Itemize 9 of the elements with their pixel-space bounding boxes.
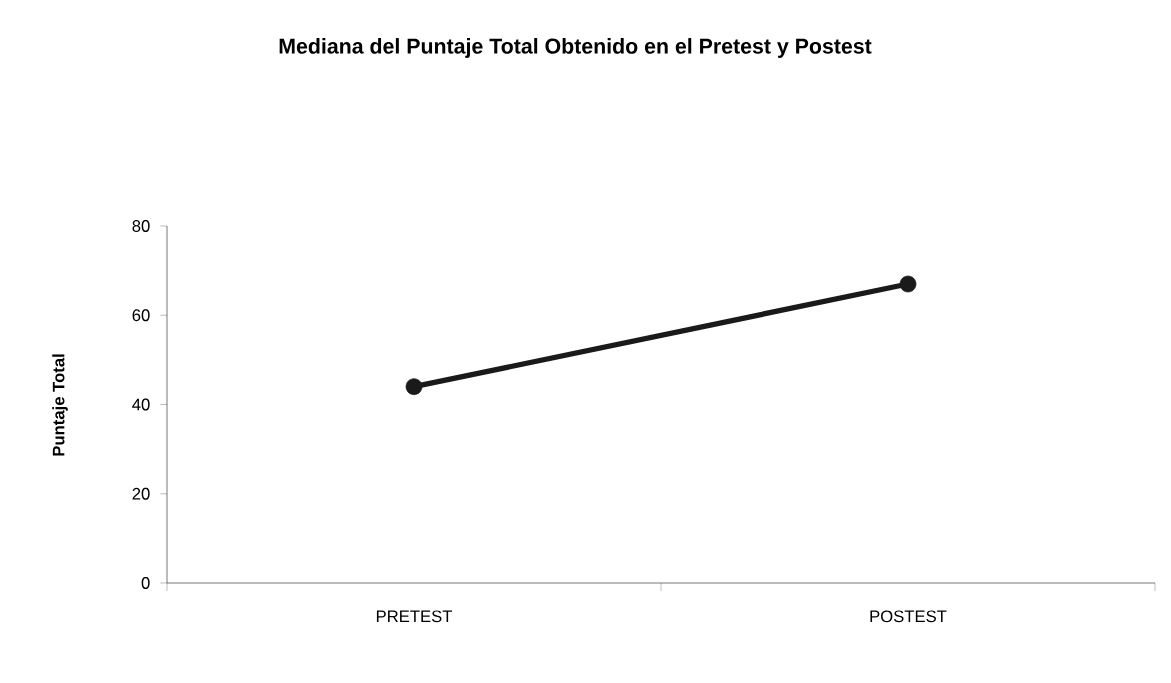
chart-title: Mediana del Puntaje Total Obtenido en el Pretest y Postest	[279, 38, 872, 58]
x-tick-label: POSTEST	[870, 610, 947, 623]
y-tick-label: 80	[132, 220, 150, 232]
x-tick-label: PRETEST	[376, 610, 453, 623]
y-tick-label: 20	[132, 487, 150, 500]
y-tick-label: 0	[141, 577, 150, 589]
y-tick-label: 40	[132, 398, 150, 411]
y-axis-title: Puntaje Total	[52, 354, 68, 456]
y-tick-label: 60	[132, 309, 150, 322]
